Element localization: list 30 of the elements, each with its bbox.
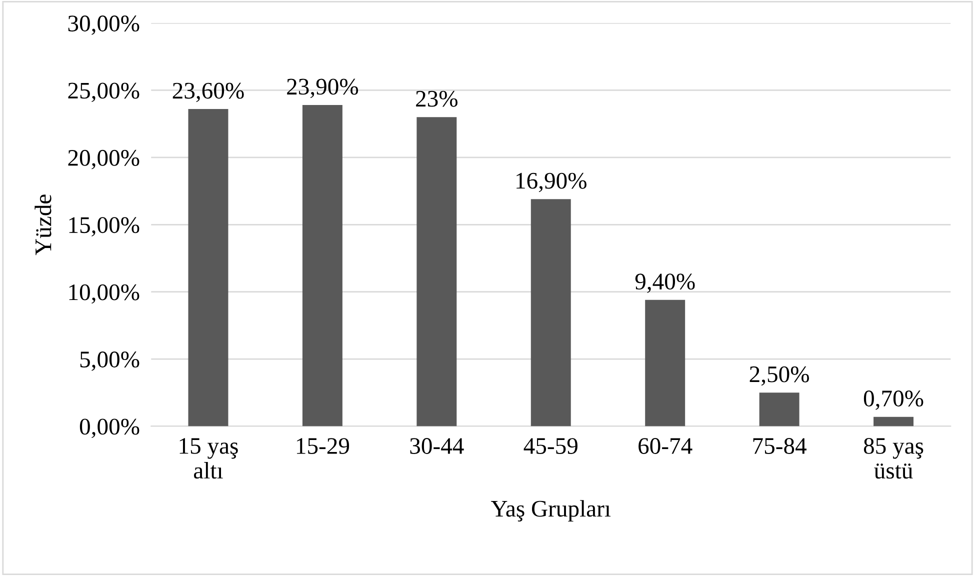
bar <box>645 300 686 426</box>
data-label: 9,40% <box>635 274 695 293</box>
x-tick-label: 15 yaş altı <box>180 438 238 479</box>
data-label: 23,60% <box>172 82 244 102</box>
y-tick-label: 30,00% <box>68 16 140 35</box>
bar <box>759 392 800 426</box>
x-tick-label: 15-29 <box>296 438 350 454</box>
y-tick-label: 15,00% <box>69 217 140 236</box>
x-axis-title: Yaş Grupları <box>491 500 611 522</box>
data-label: 2,50% <box>750 366 809 386</box>
x-tick-label: 30-44 <box>410 438 464 454</box>
y-tick-label: 20,00% <box>68 150 140 170</box>
x-tick-label: 45-59 <box>524 438 578 454</box>
y-tick-label: 0,00% <box>80 418 140 438</box>
x-tick-label: 60-74 <box>638 438 692 454</box>
bar <box>874 416 914 426</box>
data-label: 0,70% <box>864 390 924 410</box>
y-tick-label: 10,00% <box>69 284 140 304</box>
y-tick-label: 25,00% <box>68 82 140 102</box>
data-label: 23% <box>416 90 458 107</box>
x-tick-label: 85 yaş üstü <box>864 438 924 479</box>
bar <box>188 109 228 426</box>
bar <box>416 117 457 426</box>
bar <box>302 105 342 426</box>
bar <box>530 199 571 426</box>
y-axis-title: Yüzde <box>34 194 52 256</box>
y-tick-label: 5,00% <box>80 352 140 371</box>
x-tick-label: 75-84 <box>753 438 806 454</box>
data-label: 16,90% <box>516 172 586 192</box>
data-label: 23,90% <box>287 78 358 98</box>
